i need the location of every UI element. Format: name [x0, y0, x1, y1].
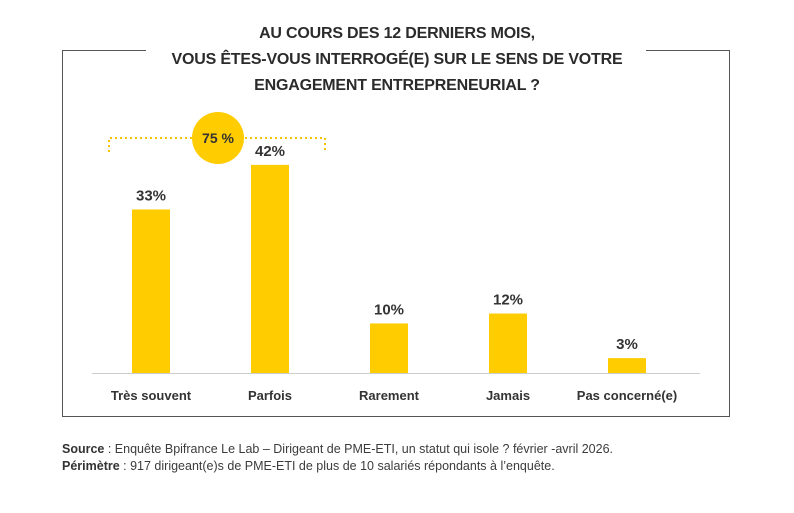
- bar-5: [608, 358, 646, 373]
- annotation-label: 75 %: [202, 130, 234, 146]
- category-label-3: Rarement: [359, 388, 420, 403]
- source-note: Source : Enquête Bpifrance Le Lab – Diri…: [62, 442, 613, 456]
- source-text: : Enquête Bpifrance Le Lab – Dirigeant d…: [104, 442, 613, 456]
- category-label-2: Parfois: [248, 388, 292, 403]
- annotation-bubble: [192, 112, 244, 164]
- value-label-1: 33%: [136, 187, 166, 204]
- category-label-5: Pas concerné(e): [577, 388, 677, 403]
- bar-3: [370, 323, 408, 373]
- scope-text: : 917 dirigeant(e)s de PME-ETI de plus d…: [119, 459, 555, 473]
- value-label-3: 10%: [374, 301, 404, 318]
- category-label-1: Très souvent: [111, 388, 192, 403]
- value-label-5: 3%: [616, 336, 638, 353]
- scope-label: Périmètre: [62, 459, 120, 473]
- value-label-2: 42%: [255, 143, 285, 160]
- value-label-4: 12%: [493, 292, 523, 309]
- source-label: Source: [62, 442, 105, 456]
- frame-top-right-line: [646, 50, 729, 51]
- title-line-3: ENGAGEMENT ENTREPRENEURIAL ?: [254, 77, 540, 94]
- bar-4: [489, 313, 527, 373]
- scope-note: Périmètre : 917 dirigeant(e)s de PME-ETI…: [62, 459, 555, 473]
- bar-2: [251, 164, 289, 373]
- title-line-1: AU COURS DES 12 DERNIERS MOIS,: [259, 25, 535, 42]
- bar-1: [132, 209, 170, 373]
- category-label-4: Jamais: [486, 388, 530, 403]
- chart-frame: [62, 50, 730, 417]
- title-line-2: VOUS ÊTES-VOUS INTERROGÉ(E) SUR LE SENS …: [171, 51, 623, 68]
- chart-title: AU COURS DES 12 DERNIERS MOIS, VOUS ÊTES…: [150, 21, 644, 99]
- frame-top-left-line: [62, 50, 146, 51]
